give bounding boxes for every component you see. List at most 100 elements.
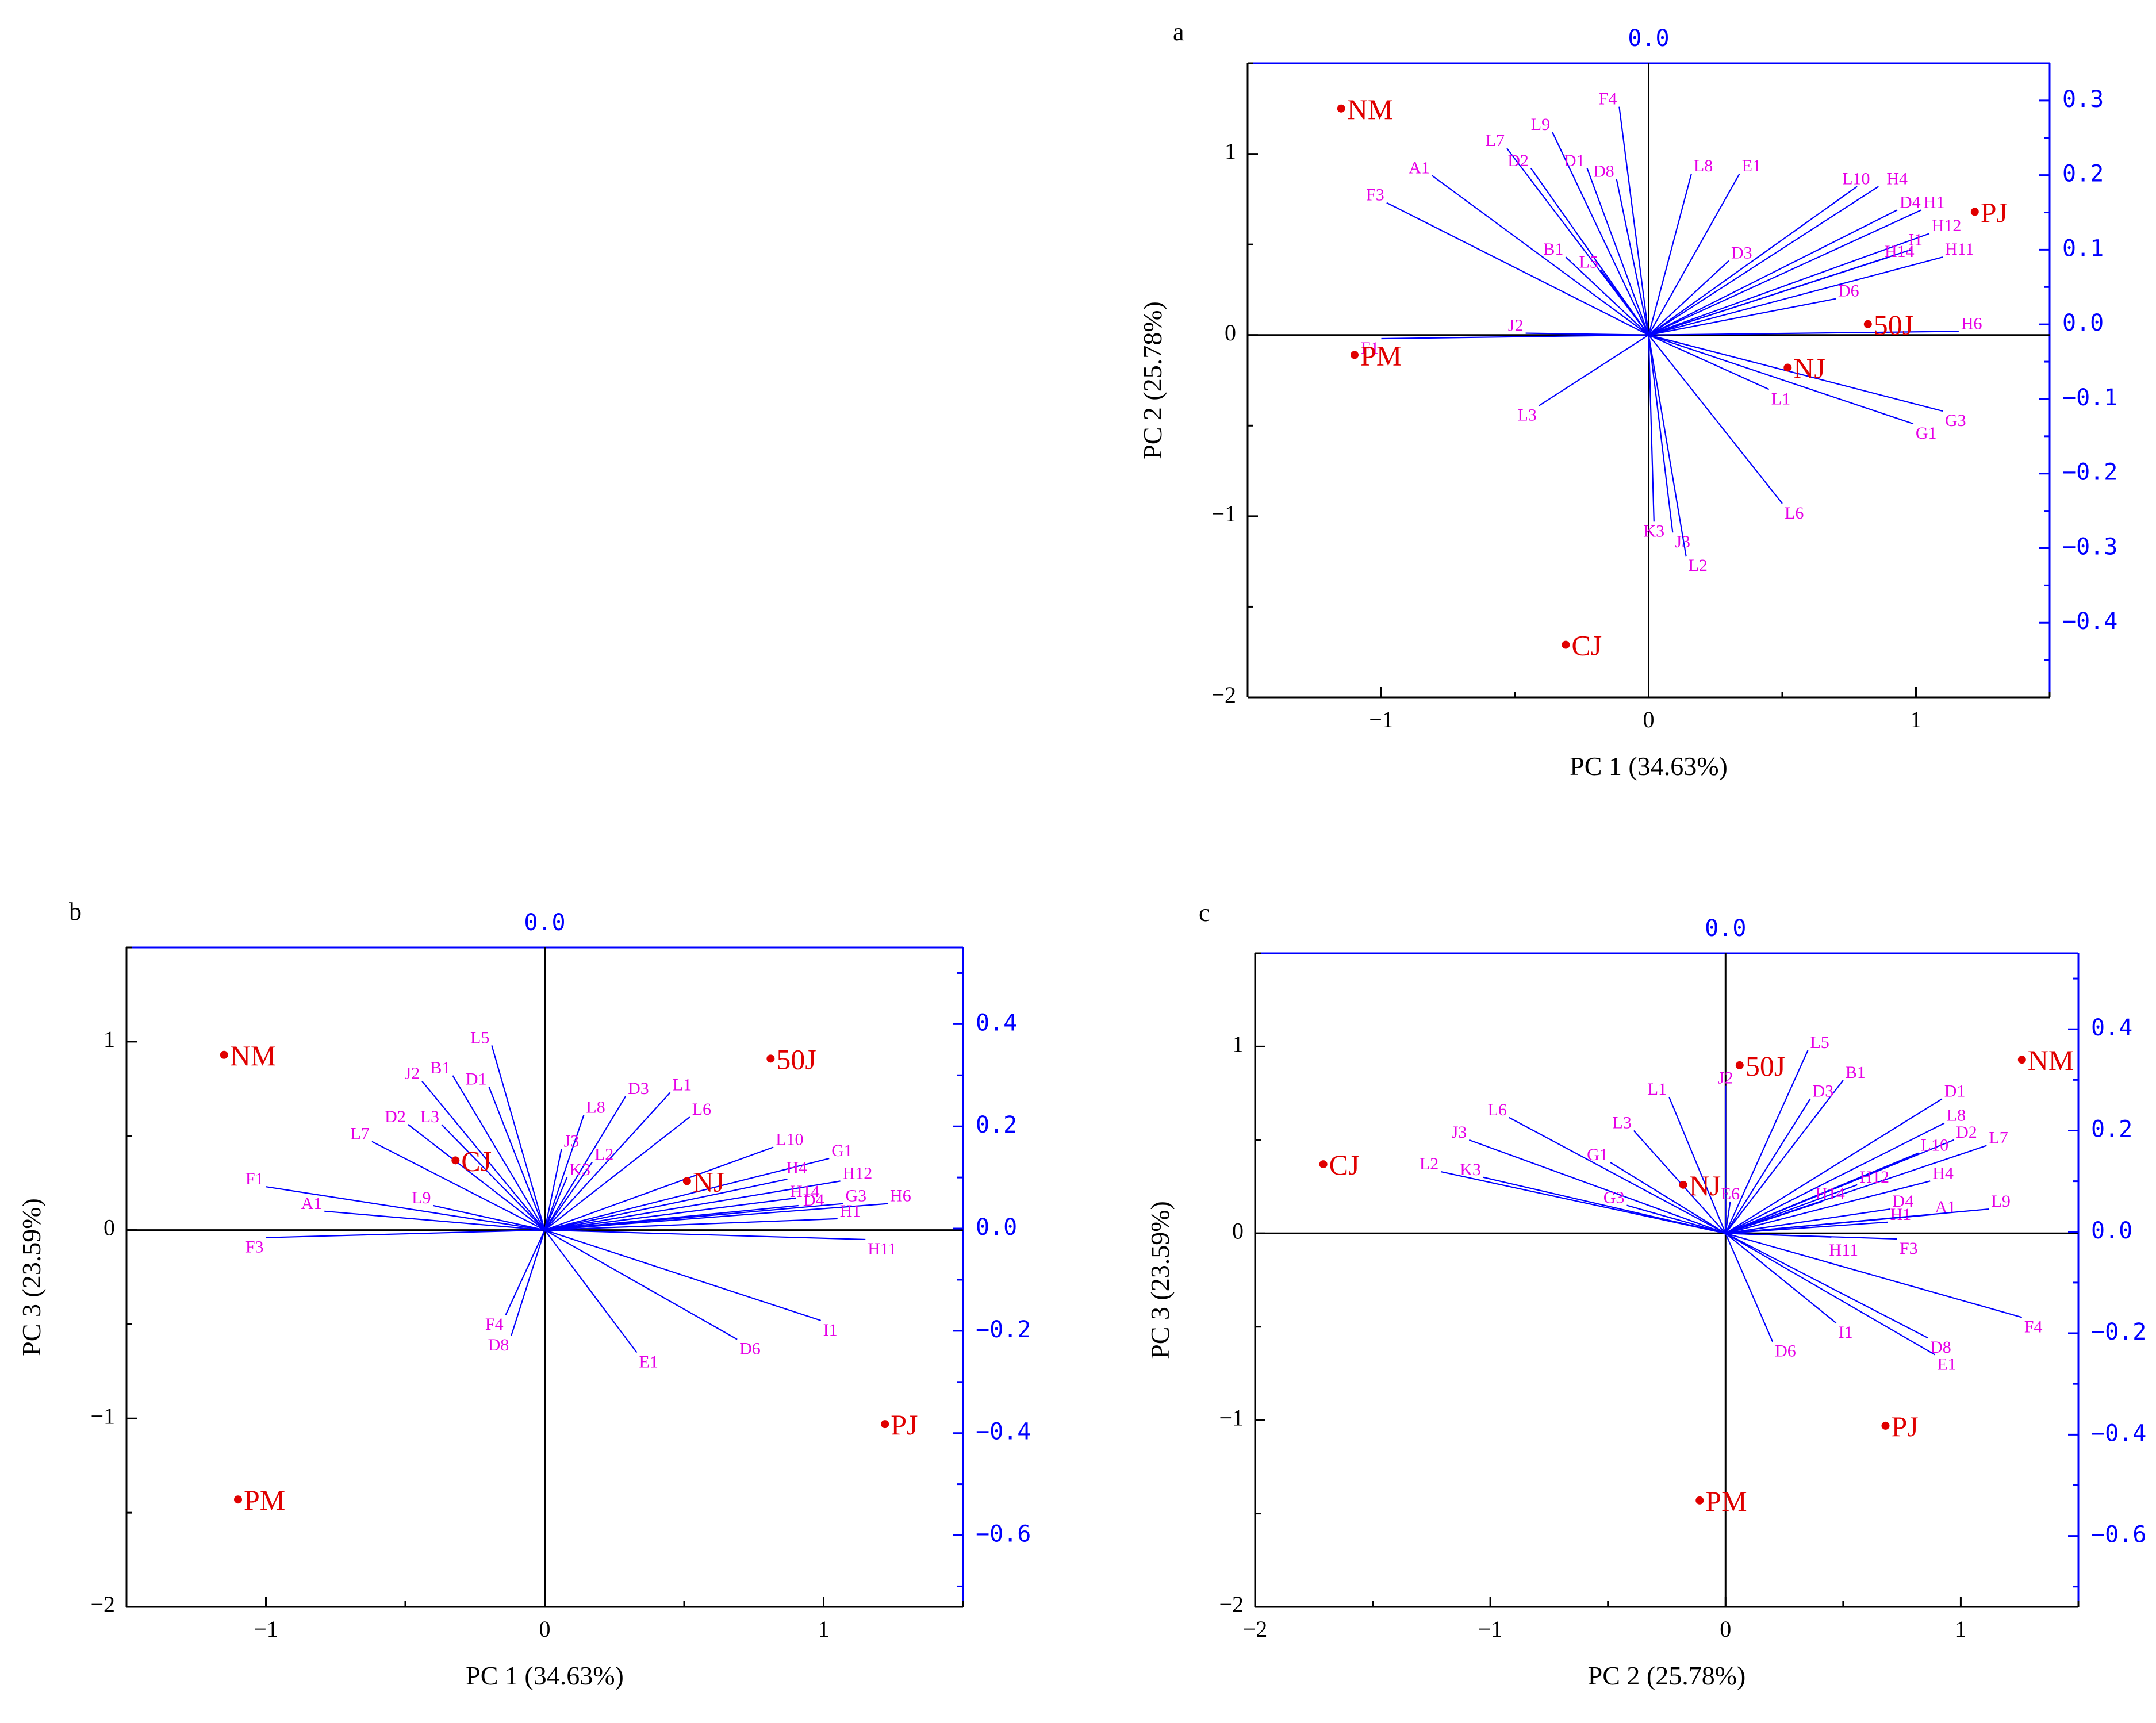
score-point-NM xyxy=(220,1050,228,1059)
loading-vector-J3 xyxy=(1648,335,1674,533)
loading-vector-D4 xyxy=(1725,1208,1890,1234)
loading-label-D6: D6 xyxy=(739,1340,761,1359)
score-point-PJ xyxy=(1970,208,1979,216)
loading-label-F1: F1 xyxy=(1361,339,1379,358)
x-tick-label: 1 xyxy=(1911,707,1922,732)
x-tick-label: 0 xyxy=(539,1616,551,1642)
loading-label-G1: G1 xyxy=(831,1141,853,1160)
loading-label-F4: F4 xyxy=(2024,1317,2043,1336)
loading-vector-H4 xyxy=(1648,186,1879,336)
loading-label-D3: D3 xyxy=(628,1079,649,1098)
loading-vector-I1 xyxy=(544,1229,821,1321)
loading-vector-D3 xyxy=(1648,260,1729,336)
x-tick-label: −1 xyxy=(1369,707,1394,732)
loading-label-D8: D8 xyxy=(488,1336,509,1354)
loading-vector-D6 xyxy=(1725,1233,1774,1342)
right-tick-label: 0.3 xyxy=(2062,86,2104,113)
right-tick-label: 0.4 xyxy=(976,1010,1017,1036)
loading-vector-H4 xyxy=(544,1179,788,1231)
loading-vector-F1 xyxy=(266,1186,545,1231)
score-point-CJ xyxy=(451,1156,460,1165)
loading-label-H6: H6 xyxy=(890,1187,911,1206)
loading-vector-D8 xyxy=(1616,179,1649,335)
loading-vector-E6 xyxy=(1725,1201,1731,1234)
loading-label-D1: D1 xyxy=(466,1070,487,1089)
loading-label-D2: D2 xyxy=(385,1107,406,1126)
y-tick-label: 0 xyxy=(1225,320,1236,346)
loading-label-L5: L5 xyxy=(470,1028,489,1047)
loading-label-J2: J2 xyxy=(1508,316,1524,335)
loading-vector-H4 xyxy=(1725,1180,1931,1234)
right-tick-label: −0.6 xyxy=(976,1521,1031,1548)
loading-vector-B1 xyxy=(1725,1080,1844,1234)
loading-label-L1: L1 xyxy=(673,1075,692,1094)
loading-label-H4: H4 xyxy=(786,1158,807,1177)
right-tick-label: −0.4 xyxy=(2091,1420,2146,1446)
loading-vector-E1 xyxy=(1725,1233,1935,1356)
loading-vector-L1 xyxy=(544,1092,671,1231)
loading-label-D6: D6 xyxy=(1838,282,1859,301)
panel-b: b −1 0 1 −2 −1 0 1 −0.6 −0.4 −0.2 0.0 0.2 0.4 0.0 PC 1 … xyxy=(17,897,1031,1690)
loading-vector-F1 xyxy=(1381,334,1649,340)
score-point-CJ xyxy=(1319,1160,1328,1169)
right-tick-label: −0.4 xyxy=(2062,608,2117,635)
loading-vector-E1 xyxy=(1648,173,1740,336)
score-point-PM xyxy=(1351,351,1359,359)
score-point-NJ xyxy=(1679,1180,1687,1189)
loading-label-D2: D2 xyxy=(1956,1123,1977,1142)
loading-label-L7: L7 xyxy=(1486,131,1505,150)
loading-label-L9: L9 xyxy=(1992,1192,2011,1211)
loading-label-A1: A1 xyxy=(1409,158,1430,177)
loading-vector-G1 xyxy=(544,1157,830,1231)
right-tick-label: −0.6 xyxy=(2091,1522,2146,1548)
x-tick-label: 0 xyxy=(1720,1616,1731,1642)
loading-vector-L3 xyxy=(441,1124,546,1231)
loading-label-L3: L3 xyxy=(1612,1114,1631,1133)
loading-label-G3: G3 xyxy=(845,1187,866,1206)
loading-vector-D3 xyxy=(1725,1098,1811,1234)
loading-label-K3: K3 xyxy=(569,1160,590,1179)
loading-vector-J3 xyxy=(1468,1139,1726,1234)
right-tick-label: 0.2 xyxy=(2062,161,2104,187)
loading-label-J2: J2 xyxy=(1718,1069,1733,1088)
loading-vector-L6 xyxy=(1648,335,1783,504)
loading-label-I1: I1 xyxy=(823,1321,838,1340)
loading-label-L7: L7 xyxy=(1989,1129,2008,1148)
score-point-PM xyxy=(1695,1496,1704,1505)
loading-vector-I1 xyxy=(1725,1233,1837,1324)
y-tick-label: 0 xyxy=(1232,1218,1244,1244)
loading-label-H12: H12 xyxy=(1859,1168,1889,1187)
x-tick-label: 1 xyxy=(1955,1616,1966,1642)
loading-label-F4: F4 xyxy=(1599,90,1617,109)
loading-vector-H1 xyxy=(544,1218,838,1231)
loading-vector-K3 xyxy=(1648,335,1655,522)
score-label-NM: NM xyxy=(230,1039,277,1072)
loading-label-H1: H1 xyxy=(1890,1205,1912,1224)
score-point-NJ xyxy=(682,1177,691,1185)
loading-label-I1: I1 xyxy=(1908,231,1923,250)
loading-vector-L2 xyxy=(1648,335,1687,557)
loading-label-H12: H12 xyxy=(1932,216,1962,235)
y-tick-label: −2 xyxy=(1219,1591,1244,1617)
loading-vector-F3 xyxy=(1725,1233,1897,1240)
loading-label-A1: A1 xyxy=(301,1194,323,1213)
loading-label-B1: B1 xyxy=(1543,240,1563,259)
loading-label-L9: L9 xyxy=(412,1188,431,1207)
loading-label-H14: H14 xyxy=(1885,242,1915,261)
loading-vector-B1 xyxy=(1565,256,1649,336)
top-tick-label: 0.0 xyxy=(524,910,565,936)
x-tick-label: −2 xyxy=(1243,1616,1268,1642)
panel-c: c −2 −1 0 1 −2 −1 0 1 −0.6 −0.4 −0.2 0.0 0.2 0.4 0.0 PC … xyxy=(1145,899,2146,1690)
panel-a: a −1 0 1 −2 −1 0 1 −0.4 −0.3 −0.2 −0.1 0.0 0.1 0.2 0.3 0… xyxy=(1138,18,2117,781)
loading-vector-H1 xyxy=(1648,209,1922,336)
loading-vector-L8 xyxy=(1648,173,1692,335)
loading-vector-G1 xyxy=(1648,334,1914,425)
score-label-PM: PM xyxy=(244,1484,285,1516)
loading-vector-F3 xyxy=(1386,202,1649,336)
loading-label-D4: D4 xyxy=(1893,1192,1914,1211)
loading-label-F4: F4 xyxy=(485,1315,504,1334)
loading-vector-J3 xyxy=(544,1149,562,1230)
score-label-PM: PM xyxy=(1705,1485,1747,1517)
loading-label-G1: G1 xyxy=(1916,424,1937,443)
